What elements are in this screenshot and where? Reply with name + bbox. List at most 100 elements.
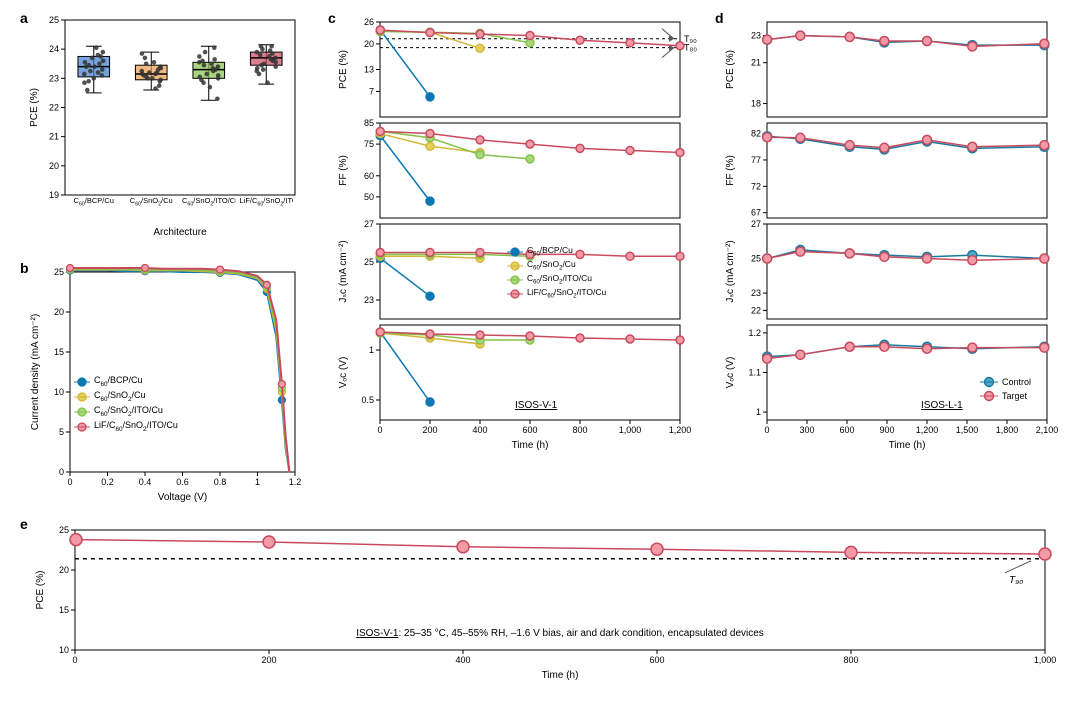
panel-c-label: c bbox=[328, 10, 336, 26]
svg-text:20: 20 bbox=[49, 161, 59, 171]
svg-text:26: 26 bbox=[364, 17, 374, 27]
svg-text:24: 24 bbox=[49, 44, 59, 54]
svg-text:20: 20 bbox=[364, 39, 374, 49]
svg-text:400: 400 bbox=[472, 425, 487, 435]
svg-text:FF (%): FF (%) bbox=[725, 155, 736, 186]
svg-text:PCE (%): PCE (%) bbox=[338, 50, 349, 89]
svg-text:0: 0 bbox=[67, 477, 72, 487]
svg-text:Jₛc (mA cm⁻²): Jₛc (mA cm⁻²) bbox=[725, 240, 736, 302]
panel-a-boxplot: 19202122232425PCE (%)ArchitectureC60/BCP… bbox=[20, 10, 310, 260]
svg-text:1: 1 bbox=[255, 477, 260, 487]
svg-text:0.4: 0.4 bbox=[139, 477, 152, 487]
svg-text:72: 72 bbox=[751, 181, 761, 191]
svg-text:400: 400 bbox=[455, 655, 470, 665]
svg-text:60: 60 bbox=[364, 171, 374, 181]
svg-text:600: 600 bbox=[522, 425, 537, 435]
svg-text:Time (h): Time (h) bbox=[512, 440, 549, 451]
svg-text:300: 300 bbox=[799, 425, 814, 435]
svg-text:Voltage (V): Voltage (V) bbox=[158, 492, 207, 503]
svg-text:0: 0 bbox=[72, 655, 77, 665]
svg-text:800: 800 bbox=[572, 425, 587, 435]
svg-text:2,100: 2,100 bbox=[1036, 425, 1059, 435]
svg-text:7: 7 bbox=[369, 86, 374, 96]
svg-text:25: 25 bbox=[751, 254, 761, 264]
svg-text:1,800: 1,800 bbox=[996, 425, 1019, 435]
svg-text:0: 0 bbox=[764, 425, 769, 435]
svg-text:Target: Target bbox=[1002, 391, 1028, 401]
svg-text:25: 25 bbox=[59, 525, 69, 535]
svg-text:800: 800 bbox=[843, 655, 858, 665]
svg-text:13: 13 bbox=[364, 65, 374, 75]
svg-text:FF (%): FF (%) bbox=[338, 155, 349, 186]
svg-text:23: 23 bbox=[751, 288, 761, 298]
svg-text:600: 600 bbox=[839, 425, 854, 435]
svg-text:18: 18 bbox=[751, 98, 761, 108]
svg-text:Current density (mA cm⁻²): Current density (mA cm⁻²) bbox=[30, 314, 41, 430]
svg-text:0: 0 bbox=[377, 425, 382, 435]
svg-text:1,000: 1,000 bbox=[1034, 655, 1057, 665]
svg-text:23: 23 bbox=[364, 295, 374, 305]
svg-text:27: 27 bbox=[751, 219, 761, 229]
svg-text:23: 23 bbox=[751, 31, 761, 41]
svg-text:27: 27 bbox=[364, 219, 374, 229]
svg-text:19: 19 bbox=[49, 190, 59, 200]
svg-text:0.8: 0.8 bbox=[214, 477, 227, 487]
svg-text:25: 25 bbox=[364, 257, 374, 267]
svg-text:1,000: 1,000 bbox=[619, 425, 642, 435]
svg-text:10: 10 bbox=[54, 387, 64, 397]
svg-text:1,200: 1,200 bbox=[669, 425, 692, 435]
svg-text:200: 200 bbox=[261, 655, 276, 665]
panel-e-label: e bbox=[20, 516, 28, 532]
svg-text:22: 22 bbox=[751, 305, 761, 315]
panel-b-label: b bbox=[20, 260, 29, 276]
svg-text:T₉₀: T₉₀ bbox=[1009, 575, 1023, 586]
svg-text:Control: Control bbox=[1002, 377, 1031, 387]
svg-text:20: 20 bbox=[54, 307, 64, 317]
svg-text:1: 1 bbox=[756, 407, 761, 417]
svg-text:15: 15 bbox=[59, 605, 69, 615]
svg-text:21: 21 bbox=[49, 132, 59, 142]
svg-text:200: 200 bbox=[422, 425, 437, 435]
svg-text:77: 77 bbox=[751, 155, 761, 165]
panel-d-isos-l: 18 21 23 PCE (%) 67 72 77 82 FF (%) 22 23 25 27 Jₛc (… bbox=[715, 10, 1075, 510]
svg-text:1,200: 1,200 bbox=[916, 425, 939, 435]
svg-text:20: 20 bbox=[59, 565, 69, 575]
svg-text:Vₒc (V): Vₒc (V) bbox=[338, 357, 349, 389]
svg-text:PCE (%): PCE (%) bbox=[29, 88, 40, 127]
svg-text:900: 900 bbox=[879, 425, 894, 435]
panel-c-isos-v: 7132026PCE (%)T₉₀T₈₀50607585FF (%)232527… bbox=[328, 10, 708, 510]
svg-text:0.6: 0.6 bbox=[176, 477, 189, 487]
panel-b-jv: 0 0.2 0.4 0.6 0.8 1 1.2 0 5 10 15 20 25 Voltage (V) Cu… bbox=[20, 260, 310, 510]
svg-text:0.2: 0.2 bbox=[101, 477, 114, 487]
svg-text:Vₒc (V): Vₒc (V) bbox=[725, 357, 736, 389]
svg-text:Time (h): Time (h) bbox=[542, 670, 579, 681]
svg-text:75: 75 bbox=[364, 139, 374, 149]
svg-text:85: 85 bbox=[364, 118, 374, 128]
svg-text:5: 5 bbox=[59, 427, 64, 437]
svg-text:25: 25 bbox=[49, 15, 59, 25]
svg-text:21: 21 bbox=[751, 58, 761, 68]
panel-a-label: a bbox=[20, 10, 28, 26]
svg-text:600: 600 bbox=[649, 655, 664, 665]
panel-d-label: d bbox=[715, 10, 724, 26]
svg-text:T₈₀: T₈₀ bbox=[684, 43, 697, 53]
svg-text:0.5: 0.5 bbox=[361, 395, 374, 405]
svg-text:PCE (%): PCE (%) bbox=[35, 571, 46, 610]
svg-text:Time (h): Time (h) bbox=[889, 440, 926, 451]
svg-text:Jₛc (mA cm⁻²): Jₛc (mA cm⁻²) bbox=[338, 240, 349, 302]
svg-text:Architecture: Architecture bbox=[153, 227, 207, 238]
svg-text:15: 15 bbox=[54, 347, 64, 357]
svg-text:67: 67 bbox=[751, 208, 761, 218]
svg-text:1: 1 bbox=[369, 345, 374, 355]
svg-text:1.2: 1.2 bbox=[748, 328, 761, 338]
svg-text:1,500: 1,500 bbox=[956, 425, 979, 435]
svg-text:22: 22 bbox=[49, 103, 59, 113]
svg-text:0: 0 bbox=[59, 467, 64, 477]
svg-text:50: 50 bbox=[364, 192, 374, 202]
svg-text:PCE (%): PCE (%) bbox=[725, 50, 736, 89]
svg-text:10: 10 bbox=[59, 645, 69, 655]
panel-e-longterm: 0 200 400 600 800 1,000 10 15 20 25 Time (h) PCE (%… bbox=[20, 516, 1070, 696]
svg-text:1.2: 1.2 bbox=[289, 477, 302, 487]
svg-text:82: 82 bbox=[751, 129, 761, 139]
svg-text:25: 25 bbox=[54, 267, 64, 277]
